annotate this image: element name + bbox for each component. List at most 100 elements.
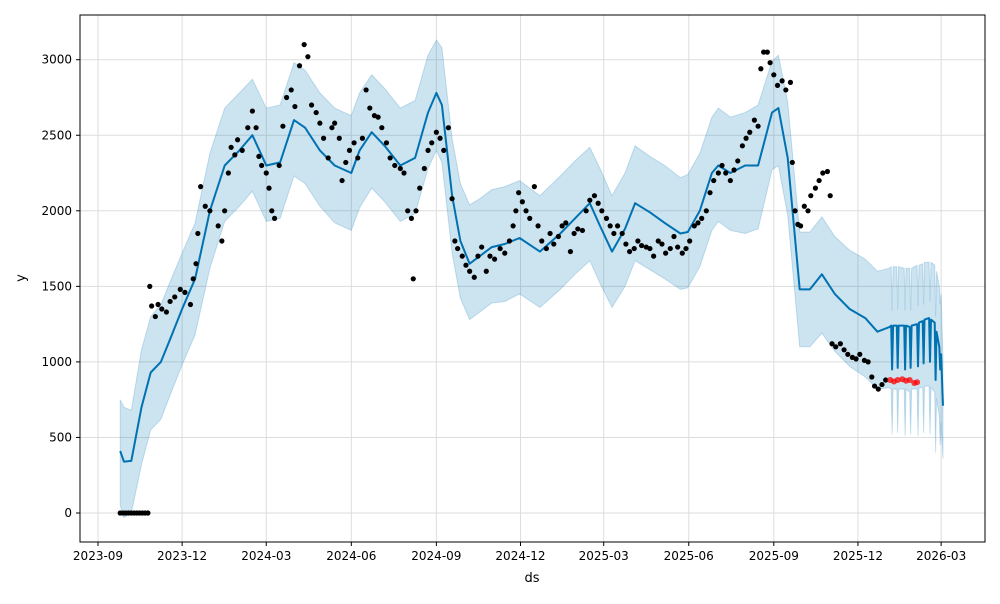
actual-point	[408, 215, 415, 221]
actual-point	[155, 301, 161, 308]
actual-point	[355, 155, 361, 161]
plot-frame	[79, 14, 986, 543]
y-tick-label: 2000	[41, 204, 72, 218]
forecast-line	[119, 91, 944, 463]
actual-point	[152, 313, 158, 320]
actual-point	[317, 120, 323, 126]
actual-point	[663, 250, 669, 256]
actual-point	[735, 158, 741, 164]
actual-point	[167, 298, 173, 305]
actual-point	[359, 135, 366, 141]
yhat-line	[119, 91, 944, 463]
actual-point	[824, 168, 831, 175]
actual-point	[871, 383, 878, 389]
y-tick-label: 2500	[41, 128, 72, 142]
y-tick-label: 500	[49, 430, 72, 444]
actual-point	[723, 170, 729, 176]
actual-point	[367, 105, 373, 111]
x-tick-label: 2023-09	[73, 549, 123, 563]
x-tick-label: 2025-03	[579, 549, 629, 563]
actual-point	[471, 274, 477, 280]
x-tick-label: 2025-09	[749, 549, 799, 563]
actual-point	[575, 226, 581, 232]
actual-point	[506, 238, 513, 244]
actual-point	[245, 125, 251, 131]
actual-point	[195, 230, 201, 237]
actual-point	[719, 162, 725, 169]
grid	[80, 15, 985, 542]
actual-point	[429, 140, 435, 146]
actual-point	[715, 170, 721, 176]
x-tick-label: 2025-12	[833, 549, 883, 563]
actual-point	[271, 215, 278, 221]
actual-point	[523, 208, 529, 214]
actual-point	[779, 78, 785, 84]
actual-point	[249, 108, 255, 114]
actual-point	[329, 125, 335, 131]
actual-point	[816, 177, 822, 184]
actual-point	[551, 241, 557, 247]
actual-point	[397, 165, 403, 172]
actual-point	[767, 60, 773, 66]
actual-point	[679, 250, 685, 256]
actual-point	[198, 184, 204, 190]
actual-point	[579, 227, 586, 234]
actual-point	[193, 261, 199, 267]
actual-point	[667, 245, 673, 252]
actual-point	[263, 170, 269, 176]
actual-point	[774, 82, 781, 88]
x-tick-label: 2024-09	[411, 549, 461, 563]
actual-point	[320, 135, 327, 141]
actual-point	[833, 344, 839, 350]
actual-point	[219, 238, 225, 244]
actual-point	[711, 177, 717, 184]
actual-point	[222, 208, 228, 214]
actual-point	[771, 72, 777, 78]
actual-point	[207, 208, 213, 214]
actual-point	[225, 170, 231, 176]
actual-point	[764, 49, 770, 55]
actual-point	[655, 238, 661, 244]
actual-point	[343, 159, 349, 166]
actual-point	[591, 193, 598, 199]
actual-point	[452, 238, 458, 244]
actual-point	[232, 152, 238, 158]
actual-point	[475, 253, 481, 259]
actual-point	[801, 203, 807, 209]
actual-point	[379, 125, 385, 131]
actual-point	[437, 135, 443, 141]
actual-point	[563, 220, 569, 226]
actual-point	[421, 165, 427, 172]
x-tick-label: 2025-06	[664, 549, 714, 563]
actual-point	[259, 162, 265, 169]
actual-point	[853, 356, 859, 362]
actual-point	[332, 120, 338, 126]
actual-point	[190, 276, 196, 282]
actual-point	[739, 143, 745, 149]
actual-point	[405, 208, 411, 214]
actual-point	[417, 185, 423, 191]
y-tick-label: 0	[64, 506, 72, 520]
actual-point	[647, 245, 653, 252]
actual-point	[659, 241, 665, 247]
actual-point	[671, 233, 677, 240]
y-tick-label: 1000	[41, 355, 72, 369]
actual-point	[256, 153, 262, 160]
actual-point	[301, 41, 307, 48]
actual-point	[703, 208, 709, 214]
actual-point	[516, 190, 522, 196]
actual-point	[172, 294, 178, 300]
actual-point	[727, 177, 733, 184]
actual-point	[758, 66, 764, 72]
actual-point	[392, 162, 398, 169]
actual-point	[603, 215, 610, 221]
actual-point	[149, 303, 155, 309]
actual-point	[595, 200, 601, 206]
actual-point	[789, 159, 795, 166]
actual-point	[857, 351, 863, 357]
actual-point	[483, 268, 489, 274]
actual-point	[177, 286, 183, 292]
actual-point	[683, 245, 689, 252]
actual-point	[875, 386, 881, 392]
